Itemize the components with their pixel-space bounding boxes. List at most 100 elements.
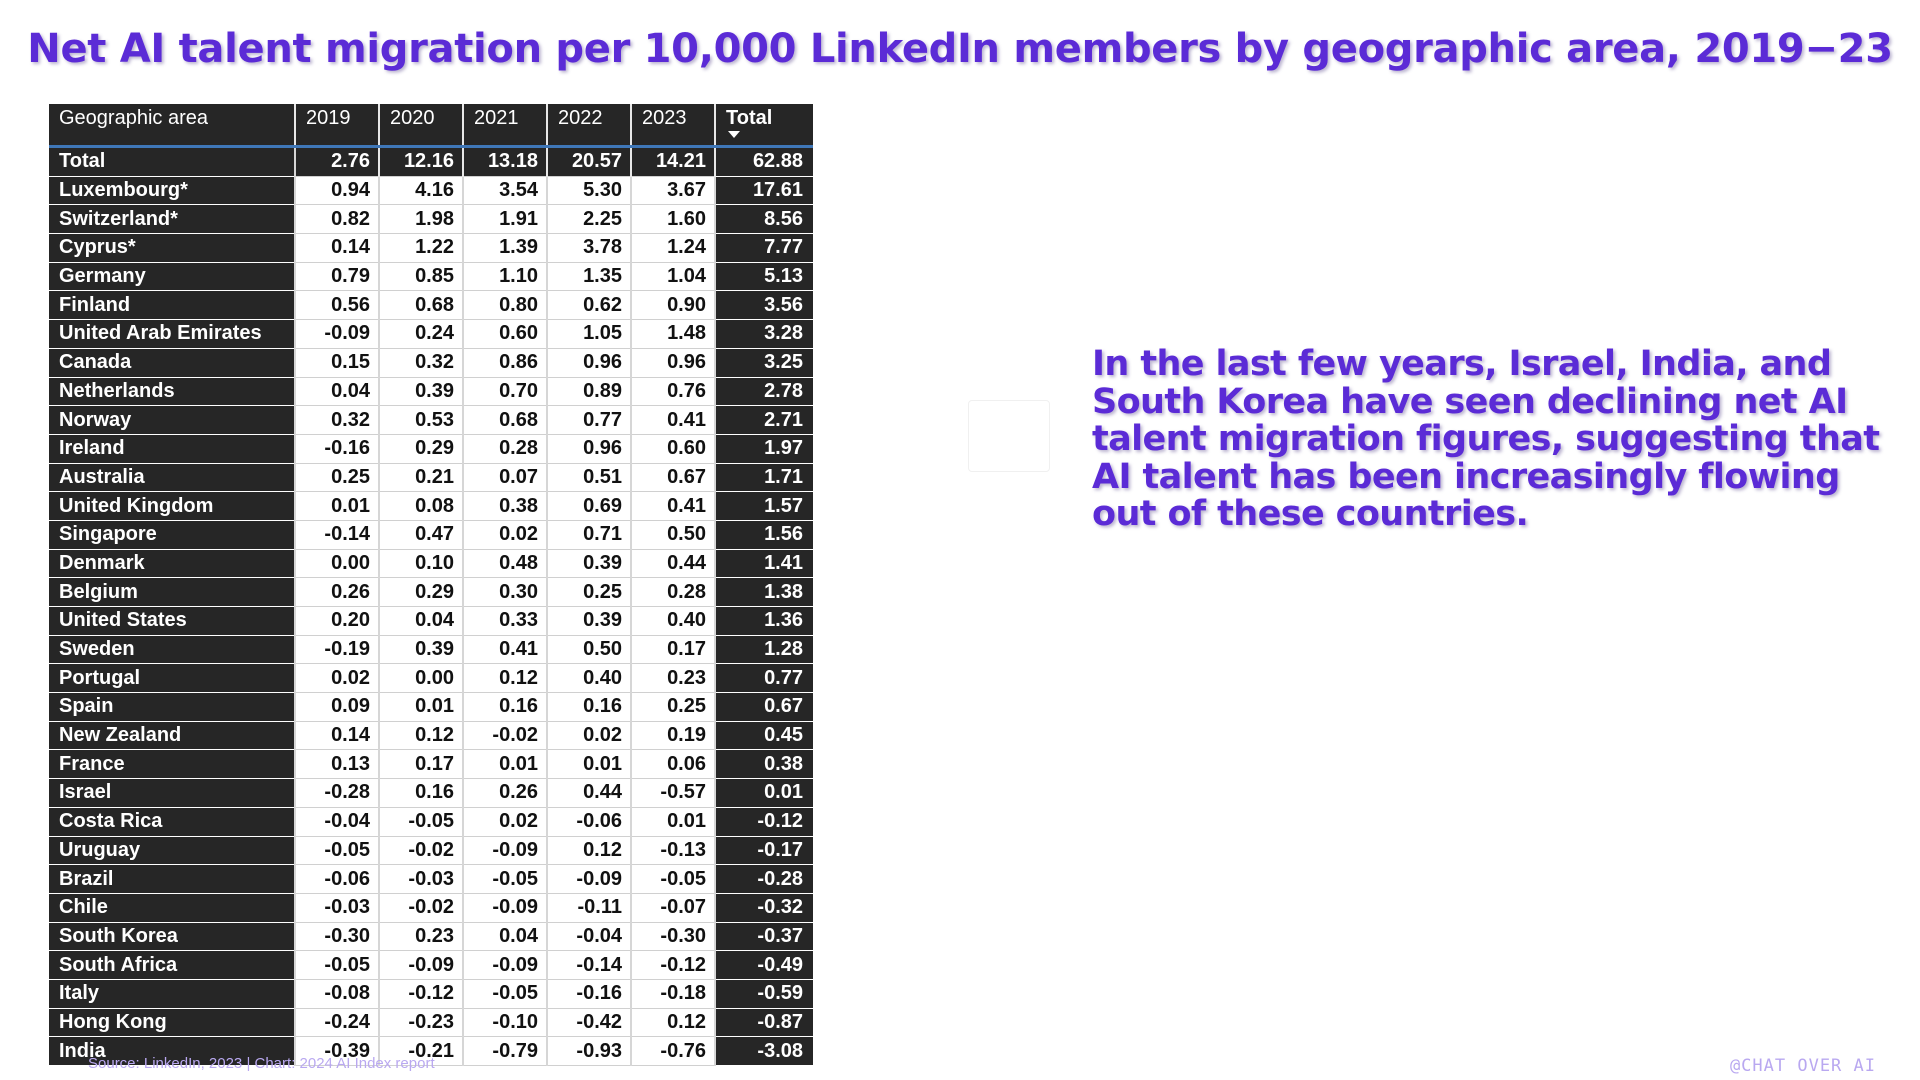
table-row: India -0.39 -0.21 -0.79 -0.93 -0.76 -3.08 xyxy=(49,1036,813,1066)
cell-year-2023: 0.19 xyxy=(631,721,716,751)
cell-year-2022: -0.42 xyxy=(547,1008,632,1038)
cell-year-2020: -0.21 xyxy=(379,1036,464,1066)
cell-year-2022: 0.25 xyxy=(547,577,632,607)
cell-year-2023: 3.67 xyxy=(631,176,716,206)
cell-year-2022: 0.96 xyxy=(547,434,632,464)
cell-year-2021: 0.80 xyxy=(463,290,548,321)
cell-year-2019: -0.05 xyxy=(295,836,380,866)
cell-geographic-area: Australia xyxy=(49,463,296,493)
cell-year-2021: 0.38 xyxy=(463,491,548,521)
cell-geographic-area: Brazil xyxy=(49,864,296,894)
cell-year-2019: -0.19 xyxy=(295,635,380,665)
cell-year-2022: 0.62 xyxy=(547,290,632,321)
cell-year-2019: -0.28 xyxy=(295,778,380,808)
cell-geographic-area: Norway xyxy=(49,405,296,435)
header-total-label: Total xyxy=(726,107,773,129)
header-2020[interactable]: 2020 xyxy=(379,104,464,148)
header-2023[interactable]: 2023 xyxy=(631,104,716,148)
table-row: United Kingdom 0.01 0.08 0.38 0.69 0.41 1.57 xyxy=(49,491,813,521)
cell-year-2022: 0.44 xyxy=(547,778,632,808)
cell-year-2019: -0.03 xyxy=(295,893,380,923)
cell-year-2022: 0.02 xyxy=(547,721,632,751)
cell-total: 1.41 xyxy=(715,549,813,579)
cell-year-2020: 0.00 xyxy=(379,663,464,694)
cell-year-2023: 0.17 xyxy=(631,635,716,665)
cell-geographic-area: Ireland xyxy=(49,434,296,464)
cell-year-2019: 0.15 xyxy=(295,348,380,378)
cell-year-2021: -0.05 xyxy=(463,864,548,894)
cell-year-2020: 1.22 xyxy=(379,233,464,263)
cell-year-2022: 0.16 xyxy=(547,692,632,722)
cell-year-2023: 0.67 xyxy=(631,463,716,493)
cell-year-2023: -0.07 xyxy=(631,893,716,923)
cell-year-2023: 0.06 xyxy=(631,749,716,780)
cell-geographic-area: Chile xyxy=(49,893,296,923)
header-geographic-area[interactable]: Geographic area xyxy=(49,104,296,148)
header-total[interactable]: Total xyxy=(715,104,813,148)
cell-year-2019: 0.25 xyxy=(295,463,380,493)
cell-year-2022: 0.39 xyxy=(547,606,632,636)
cell-geographic-area: Hong Kong xyxy=(49,1008,296,1038)
cell-year-2023: 0.44 xyxy=(631,549,716,579)
table-row: Sweden -0.19 0.39 0.41 0.50 0.17 1.28 xyxy=(49,635,813,665)
cell-year-2023: 0.28 xyxy=(631,577,716,607)
table-row: Ireland -0.16 0.29 0.28 0.96 0.60 1.97 xyxy=(49,434,813,464)
cell-geographic-area: Sweden xyxy=(49,635,296,665)
cell-total: -0.17 xyxy=(715,836,813,866)
cell-year-2021: 0.60 xyxy=(463,319,548,349)
cell-total: 3.56 xyxy=(715,290,813,321)
cell-year-2021: 0.30 xyxy=(463,577,548,607)
cell-year-2021: 0.16 xyxy=(463,692,548,722)
cell-year-2020: 0.53 xyxy=(379,405,464,435)
header-2022[interactable]: 2022 xyxy=(547,104,632,148)
cell-year-2022: 0.89 xyxy=(547,377,632,407)
cell-year-2022: 0.12 xyxy=(547,836,632,866)
cell-year-2021: 3.54 xyxy=(463,176,548,206)
cell-total: -0.49 xyxy=(715,950,813,980)
cell-total: 0.38 xyxy=(715,749,813,780)
cell-year-2021: 1.10 xyxy=(463,262,548,292)
cell-year-2021: 0.01 xyxy=(463,749,548,780)
cell-year-2020: 0.10 xyxy=(379,549,464,579)
cell-year-2020: 0.21 xyxy=(379,463,464,493)
cell-year-2023: -0.30 xyxy=(631,922,716,952)
cell-year-2020: 0.39 xyxy=(379,377,464,407)
cell-year-2020: -0.12 xyxy=(379,979,464,1009)
cell-year-2020: 0.47 xyxy=(379,520,464,550)
cell-year-2021: 0.48 xyxy=(463,549,548,579)
cell-year-2020: -0.23 xyxy=(379,1008,464,1038)
header-2019[interactable]: 2019 xyxy=(295,104,380,148)
cell-year-2019: -0.05 xyxy=(295,950,380,980)
cell-year-2022: 0.96 xyxy=(547,348,632,378)
cell-year-2019: 0.94 xyxy=(295,176,380,206)
header-2021[interactable]: 2021 xyxy=(463,104,548,148)
table-row: Belgium 0.26 0.29 0.30 0.25 0.28 1.38 xyxy=(49,577,813,607)
cell-year-2020: 0.85 xyxy=(379,262,464,292)
cell-year-2019: 0.14 xyxy=(295,233,380,263)
cell-geographic-area: Uruguay xyxy=(49,836,296,866)
cell-year-2020: 0.08 xyxy=(379,491,464,521)
cell-year-2021: 0.02 xyxy=(463,807,548,837)
table-row: Chile -0.03 -0.02 -0.09 -0.11 -0.07 -0.32 xyxy=(49,893,813,923)
cell-geographic-area: Finland xyxy=(49,290,296,321)
cell-total: -0.32 xyxy=(715,893,813,923)
table-row: New Zealand 0.14 0.12 -0.02 0.02 0.19 0.45 xyxy=(49,721,813,751)
cell-year-2019: -0.04 xyxy=(295,807,380,837)
cell-total: -0.87 xyxy=(715,1008,813,1038)
cell-year-2022: 0.01 xyxy=(547,749,632,780)
cell-year-2020: 0.16 xyxy=(379,778,464,808)
cell-year-2020: 0.29 xyxy=(379,577,464,607)
cell-year-2021: 1.39 xyxy=(463,233,548,263)
cell-year-2022: -0.06 xyxy=(547,807,632,837)
cell-total: -0.37 xyxy=(715,922,813,952)
cell-geographic-area: Singapore xyxy=(49,520,296,550)
table-row: Brazil -0.06 -0.03 -0.05 -0.09 -0.05 -0.28 xyxy=(49,864,813,894)
cell-year-2021: 0.07 xyxy=(463,463,548,493)
cell-year-2021: 0.02 xyxy=(463,520,548,550)
table-row: Spain 0.09 0.01 0.16 0.16 0.25 0.67 xyxy=(49,692,813,722)
cell-year-2019: -0.39 xyxy=(295,1036,380,1066)
cell-total: 5.13 xyxy=(715,262,813,292)
cell-year-2019: 0.26 xyxy=(295,577,380,607)
cell-geographic-area: Germany xyxy=(49,262,296,292)
cell-geographic-area: Spain xyxy=(49,692,296,722)
